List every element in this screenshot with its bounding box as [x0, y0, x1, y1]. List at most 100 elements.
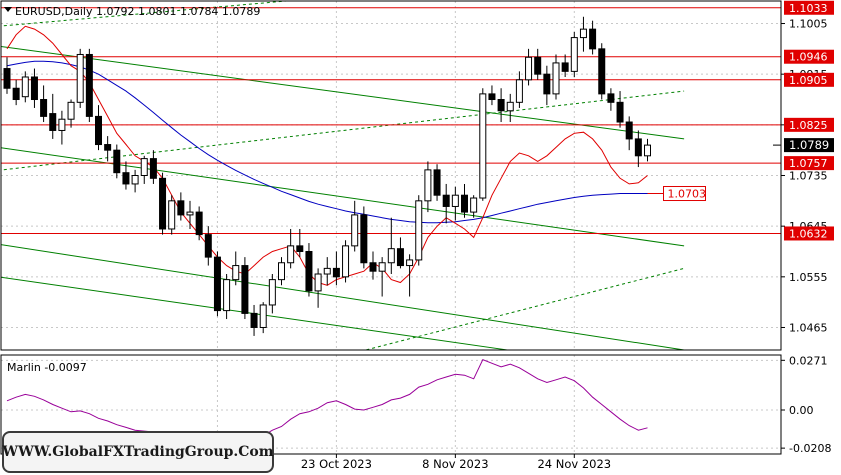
candle-bull — [232, 265, 240, 281]
candle-bull — [223, 279, 231, 312]
candle-bull — [259, 304, 267, 328]
candle-bull — [525, 56, 533, 81]
candle-bear — [177, 200, 185, 216]
indicator-axis: 0.0271 0.00 -0.0208 — [781, 354, 831, 455]
date-label: 23 Oct 2023 — [301, 457, 372, 471]
candle-bear — [461, 194, 468, 213]
candle-bull — [378, 262, 386, 272]
level-price-box — [784, 117, 834, 132]
indicator-tick-label: -0.0208 — [789, 442, 831, 455]
candle-bull — [406, 259, 414, 267]
candle-bull — [21, 76, 29, 98]
indicator-title: Marlin -0.0097 — [7, 361, 87, 374]
level-price-label: 1.0757 — [789, 157, 828, 170]
candle-bull — [76, 53, 84, 103]
level-price-label: 1.0946 — [789, 51, 828, 64]
candle-bull — [552, 62, 560, 95]
price-tick-label: 1.0465 — [789, 321, 828, 334]
level-price-label: 1.0905 — [789, 74, 828, 87]
level-price-label: 1.0825 — [789, 119, 828, 132]
candle-bear — [241, 265, 249, 314]
candle-bear — [85, 53, 93, 117]
candle-bull — [58, 118, 66, 131]
candle-bull — [415, 200, 423, 261]
last-price-box — [784, 138, 834, 153]
candle-bear — [195, 211, 203, 236]
ma-slow-line — [6, 60, 648, 224]
candle-bear — [250, 312, 258, 328]
candle-bear — [442, 194, 450, 207]
candles — [3, 16, 781, 336]
candle-bear — [49, 113, 57, 131]
channel-lines — [1, 1, 685, 350]
candle-bear — [12, 87, 20, 101]
indicator-plot-frame — [0, 354, 782, 455]
candle-bear — [104, 144, 112, 151]
price-tick-label: 1.0735 — [789, 170, 828, 183]
candle-bull — [424, 169, 432, 202]
candle-bear — [534, 56, 542, 75]
channel-line-dotted — [1, 90, 685, 171]
candle-bear — [625, 121, 633, 140]
level-price-box — [784, 226, 834, 241]
candle-bull — [387, 248, 395, 264]
candle-bear — [369, 262, 377, 272]
candle-bear — [305, 250, 313, 292]
candle-bear — [607, 93, 615, 103]
candle-bear — [95, 115, 102, 146]
candle-bull — [351, 214, 359, 247]
candle-bull — [278, 262, 285, 281]
candle-bull — [131, 175, 139, 185]
level-price-box — [784, 49, 834, 64]
candle-bear — [30, 76, 38, 101]
candle-bull — [506, 101, 514, 112]
candle-bull — [479, 93, 487, 199]
candle-bear — [543, 73, 551, 95]
candle-bear — [598, 48, 606, 95]
candle-bear — [3, 68, 11, 89]
candle-bear — [634, 138, 642, 157]
candle-bear — [360, 214, 368, 264]
price-tick-label: 1.0555 — [789, 271, 828, 284]
channel-line — [1, 276, 512, 350]
price-tick-label: 1.1005 — [789, 18, 828, 31]
candle-bull — [342, 245, 350, 278]
candle-bull — [515, 79, 523, 103]
level-price-box — [784, 0, 834, 15]
candle-bull — [268, 279, 276, 306]
channel-line — [1, 147, 685, 247]
indicator-tick-label: 0.00 — [789, 404, 814, 417]
candle-bull — [323, 267, 331, 275]
candle-bull — [470, 197, 478, 213]
candle-bear — [561, 62, 569, 72]
candle-bear — [589, 28, 597, 50]
candle-bear — [149, 158, 157, 179]
candle-bear — [332, 267, 340, 278]
marlin-oscillator — [6, 358, 648, 450]
candle-bull — [67, 101, 75, 120]
candle-bull — [644, 144, 651, 157]
last-price-label: 1.0789 — [789, 138, 829, 152]
channel-line — [1, 45, 685, 140]
candle-bear — [488, 93, 496, 101]
candle-bear — [159, 177, 167, 230]
date-label: 24 Nov 2023 — [537, 457, 611, 471]
price-labels: 1.1033 1.0946 1.0905 1.0825 1.0757 1.0632 1.07… — [663, 0, 834, 241]
candle-bear — [40, 99, 48, 117]
candle-bear — [113, 149, 121, 174]
candle-bull — [314, 273, 322, 292]
candle-bear — [213, 256, 221, 312]
target-price-label: 1.0703 — [668, 188, 707, 201]
moving-averages — [6, 25, 664, 286]
candle-bull — [579, 28, 587, 39]
candle-bear — [296, 245, 304, 252]
indicator-tick-label: 0.0271 — [789, 354, 828, 367]
collapse-arrow-icon[interactable] — [4, 7, 12, 12]
watermark: WWW.GlobalFXTradingGroup.Com — [2, 431, 274, 473]
candle-bull — [140, 158, 148, 176]
candle-bear — [396, 248, 404, 267]
candle-bear — [433, 169, 441, 196]
candle-bull — [570, 37, 578, 72]
candle-bull — [186, 211, 194, 216]
